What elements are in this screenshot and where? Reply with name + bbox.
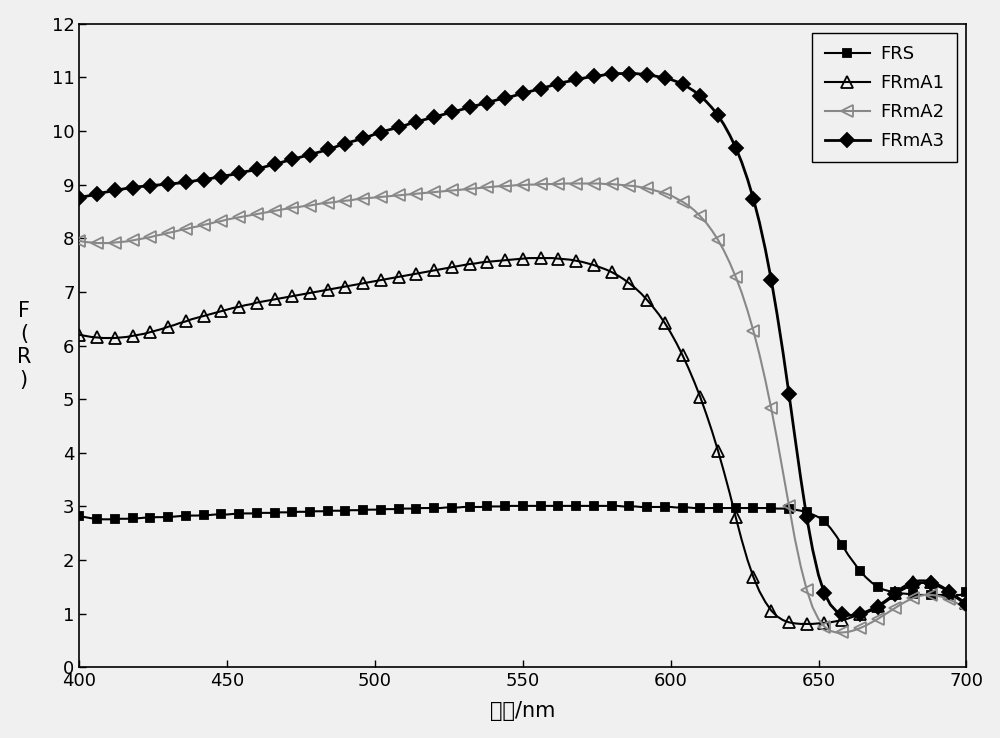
FRmA3 — [700, 97, 712, 106]
FRmA1 — [523, 254, 535, 263]
X-axis label: 波长/nm: 波长/nm — [490, 701, 556, 721]
FRS — [617, 502, 629, 511]
FRmA1 — [954, 595, 966, 604]
FRmA3 — [505, 92, 517, 101]
FRmA2 — [73, 236, 85, 245]
Line: FRS: FRS — [75, 502, 970, 599]
FRmA1 — [700, 409, 712, 418]
FRmA3 — [842, 611, 854, 620]
FRS — [387, 505, 399, 514]
FRmA3 — [954, 596, 966, 604]
Line: FRmA3: FRmA3 — [75, 69, 971, 620]
FRS — [960, 588, 972, 597]
FRmA3 — [960, 600, 972, 609]
FRmA1 — [73, 331, 85, 339]
FRmA2 — [954, 601, 966, 610]
FRmA1 — [617, 275, 629, 283]
Line: FRmA1: FRmA1 — [74, 252, 972, 630]
FRmA1 — [795, 619, 807, 628]
Y-axis label: F
(
R
): F ( R ) — [17, 300, 31, 390]
FRmA3 — [387, 125, 399, 134]
FRmA3 — [617, 69, 629, 78]
FRmA1 — [641, 295, 653, 304]
FRS — [511, 502, 523, 511]
Legend: FRS, FRmA1, FRmA2, FRmA3: FRS, FRmA1, FRmA2, FRmA3 — [812, 32, 957, 162]
FRS — [73, 511, 85, 520]
FRmA2 — [558, 179, 570, 188]
FRmA1 — [960, 599, 972, 607]
FRmA2 — [700, 218, 712, 227]
FRmA1 — [505, 255, 517, 264]
FRmA3 — [611, 69, 623, 78]
FRS — [641, 503, 653, 511]
FRmA1 — [387, 274, 399, 283]
FRmA2 — [505, 182, 517, 190]
FRmA3 — [73, 193, 85, 202]
FRS — [913, 590, 925, 599]
FRmA2 — [960, 604, 972, 613]
FRS — [700, 503, 712, 512]
FRS — [954, 590, 966, 599]
FRmA2 — [617, 181, 629, 190]
FRmA2 — [830, 628, 842, 637]
FRmA2 — [641, 184, 653, 193]
FRmA3 — [641, 70, 653, 79]
FRS — [505, 502, 517, 511]
Line: FRmA2: FRmA2 — [74, 178, 972, 638]
FRmA2 — [387, 191, 399, 200]
